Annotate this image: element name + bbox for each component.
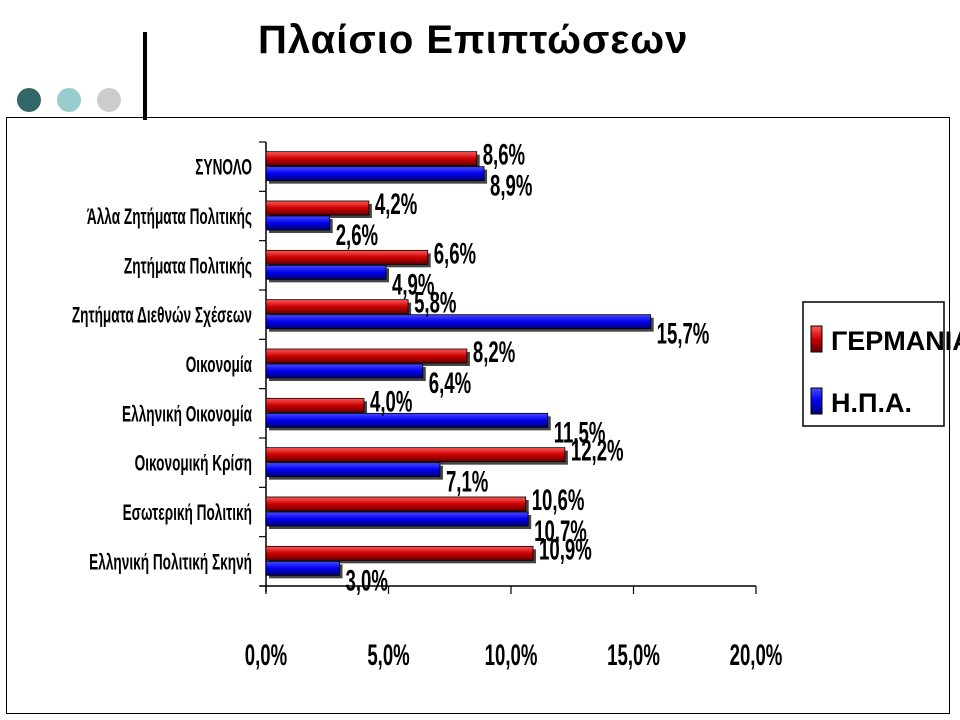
category-label: Οικονομική Κρίση <box>135 450 252 475</box>
bar-usa <box>265 511 529 527</box>
data-label-germany: 4,2% <box>375 188 417 222</box>
decor-dot-teal <box>57 88 81 112</box>
legend-swatch-germany <box>810 325 823 353</box>
x-tick-label: 15,0% <box>607 639 660 673</box>
x-tick-label: 0,0% <box>245 639 287 673</box>
legend-box <box>802 301 945 427</box>
data-label-germany: 12,2% <box>571 434 624 468</box>
data-label-usa: 7,1% <box>446 465 488 499</box>
bar-germany <box>265 348 468 364</box>
bar-germany <box>265 496 527 512</box>
data-label-germany: 8,2% <box>473 336 515 370</box>
category-label: Εσωτερική Πολιτική <box>123 500 252 525</box>
category-label: Οικονομία <box>186 352 253 377</box>
bar-germany <box>265 249 429 265</box>
bar-germany <box>265 151 478 167</box>
data-label-germany: 5,8% <box>414 286 456 320</box>
data-label-usa: 6,4% <box>429 367 471 401</box>
category-label: Ζητήματα Πολιτικής <box>124 253 252 278</box>
category-label: Ελληνική Πολιτική Σκηνή <box>89 549 252 574</box>
page-title: Πλαίσιο Επιπτώσεων <box>258 18 689 62</box>
bar-usa <box>265 264 387 280</box>
data-label-usa: 8,9% <box>490 169 532 203</box>
category-label: Άλλα Ζητήματα Πολιτικής <box>87 204 252 229</box>
bar-usa <box>265 560 340 576</box>
data-label-germany: 10,9% <box>539 533 592 567</box>
decor-dot-grey <box>97 88 121 112</box>
data-label-usa: 2,6% <box>336 219 378 253</box>
bar-usa <box>265 215 331 231</box>
chart-frame <box>6 117 950 714</box>
category-label: Ζητήματα Διεθνών Σχέσεων <box>72 302 252 327</box>
x-tick-label: 20,0% <box>730 639 783 673</box>
decor-dot-dark <box>17 88 41 112</box>
bar-germany <box>265 545 534 561</box>
data-label-usa: 11,5% <box>554 416 606 450</box>
bar-usa <box>265 412 549 428</box>
bar-germany <box>265 200 370 216</box>
data-label-usa: 3,0% <box>346 564 388 598</box>
bar-usa <box>265 314 652 330</box>
bar-germany <box>265 447 566 463</box>
x-tick-label: 10,0% <box>485 639 538 673</box>
bar-usa <box>265 166 485 182</box>
data-label-usa: 15,7% <box>657 317 710 351</box>
data-label-usa: 4,9% <box>392 268 434 302</box>
legend-label-germany: ΓΕΡΜΑΝΙΑ <box>831 326 960 356</box>
data-label-germany: 4,0% <box>370 385 412 419</box>
legend-label-usa: Η.Π.Α. <box>831 388 912 418</box>
bar-germany <box>265 299 409 315</box>
bar-usa <box>265 462 441 478</box>
legend-swatch-usa <box>810 387 823 415</box>
legend: ΓΕΡΜΑΝΙΑ Η.Π.Α. <box>802 301 960 427</box>
bar-germany <box>265 397 365 413</box>
data-label-germany: 10,6% <box>532 484 585 518</box>
data-label-germany: 6,6% <box>434 237 476 271</box>
data-label-usa: 10,7% <box>534 515 587 549</box>
category-label: Ελληνική Οικονομία <box>122 401 253 426</box>
title-divider <box>143 32 147 120</box>
data-label-germany: 8,6% <box>483 138 525 172</box>
category-label: ΣΥΝΟΛΟ <box>195 154 252 179</box>
bar-usa <box>265 363 424 379</box>
x-tick-label: 5,0% <box>367 639 409 673</box>
